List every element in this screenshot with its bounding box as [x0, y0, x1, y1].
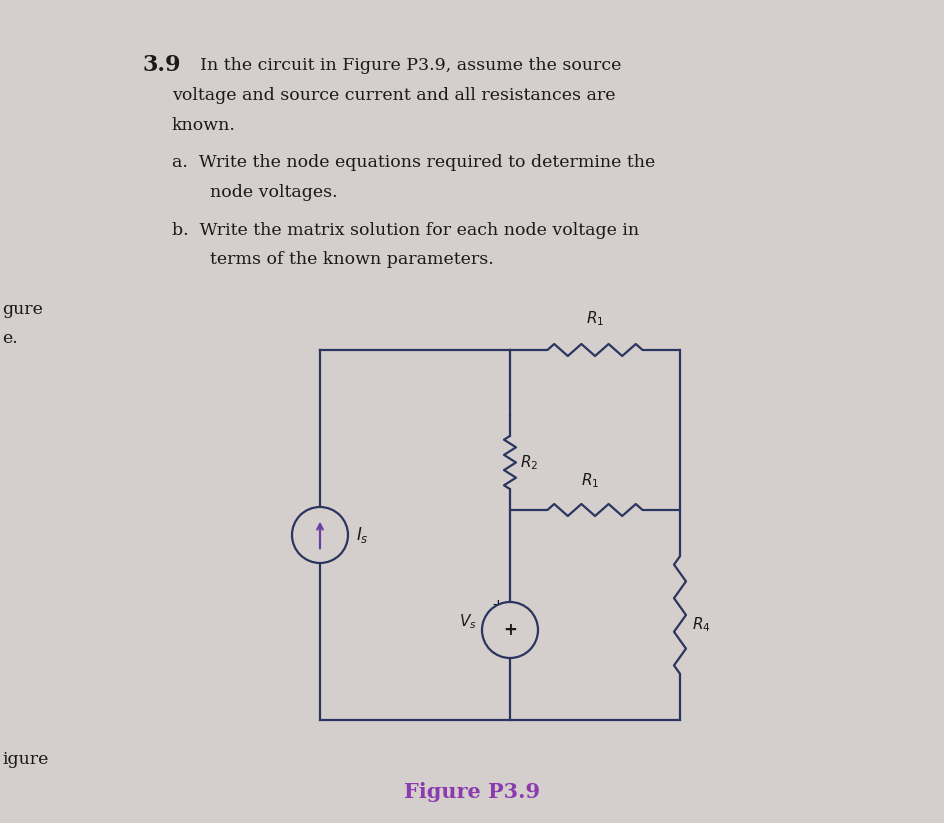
Text: voltage and source current and all resistances are: voltage and source current and all resis… [172, 86, 615, 104]
Text: $R_2$: $R_2$ [520, 453, 538, 472]
Text: $V_s$: $V_s$ [459, 612, 477, 631]
Text: 3.9: 3.9 [142, 54, 180, 76]
Text: e.: e. [2, 329, 18, 346]
Text: a.  Write the node equations required to determine the: a. Write the node equations required to … [172, 154, 655, 170]
Text: In the circuit in Figure P3.9, assume the source: In the circuit in Figure P3.9, assume th… [200, 57, 621, 73]
Text: terms of the known parameters.: terms of the known parameters. [210, 252, 494, 268]
Text: $R_1$: $R_1$ [586, 309, 604, 328]
Text: +: + [492, 598, 504, 613]
Text: +: + [503, 621, 517, 639]
Text: gure: gure [2, 301, 42, 319]
Text: known.: known. [172, 117, 236, 133]
Text: −: − [491, 645, 506, 663]
Circle shape [482, 602, 538, 658]
Text: $R_1$: $R_1$ [581, 472, 599, 490]
Text: $I_s$: $I_s$ [356, 525, 369, 545]
Text: Figure P3.9: Figure P3.9 [404, 782, 540, 802]
Text: igure: igure [2, 751, 48, 769]
Text: $R_4$: $R_4$ [692, 616, 711, 635]
Text: b.  Write the matrix solution for each node voltage in: b. Write the matrix solution for each no… [172, 221, 639, 239]
Circle shape [292, 507, 348, 563]
Text: node voltages.: node voltages. [210, 184, 338, 201]
